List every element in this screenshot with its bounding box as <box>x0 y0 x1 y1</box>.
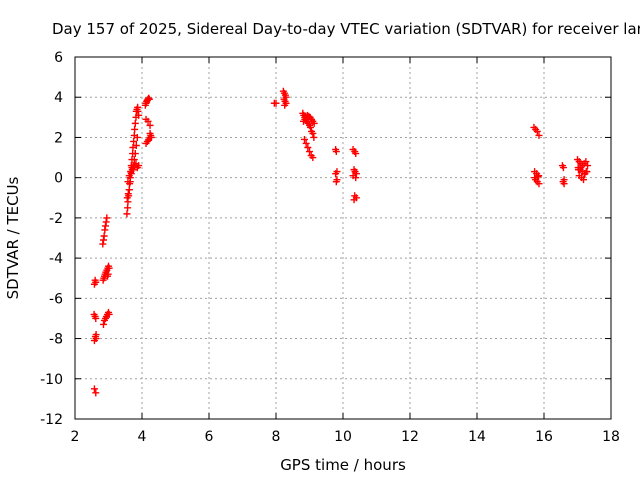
data-point <box>332 148 340 156</box>
x-tick-label: 8 <box>272 429 281 445</box>
data-point <box>100 232 108 240</box>
y-tick-label: 4 <box>54 90 63 106</box>
data-point <box>92 278 100 286</box>
data-point <box>129 166 137 174</box>
data-point <box>580 176 588 184</box>
data-point <box>103 214 111 222</box>
data-point <box>577 164 585 172</box>
data-point <box>144 117 152 125</box>
data-point <box>310 133 318 141</box>
y-tick-label: -4 <box>49 251 63 267</box>
data-point <box>310 119 318 127</box>
x-axis-label: GPS time / hours <box>280 456 406 474</box>
data-point <box>132 141 140 149</box>
data-point <box>332 170 340 178</box>
data-point <box>92 314 100 322</box>
data-point <box>535 131 543 139</box>
data-point <box>99 320 107 328</box>
x-tick-label: 2 <box>71 429 80 445</box>
y-tick-label: -10 <box>40 372 63 388</box>
data-point <box>133 133 141 141</box>
x-tick-label: 4 <box>138 429 147 445</box>
x-tick-label: 6 <box>205 429 214 445</box>
data-point <box>309 129 317 137</box>
y-tick-label: 6 <box>54 50 63 66</box>
data-point <box>146 121 154 129</box>
y-tick-label: -2 <box>49 211 63 227</box>
x-tick-label: 10 <box>334 429 352 445</box>
axis-ticks: 2 4 6 8 10 12 14 16 18 -12 -10 -8 -6 -4 -2 0 2 4 6 <box>40 50 620 445</box>
data-point <box>304 144 312 151</box>
data-point <box>135 162 143 170</box>
data-point <box>131 119 139 127</box>
x-tick-label: 18 <box>602 429 620 445</box>
data-point <box>130 137 138 145</box>
data-point <box>92 389 100 397</box>
data-points <box>90 87 592 397</box>
data-point <box>560 180 568 188</box>
data-point <box>535 180 543 188</box>
data-point <box>272 99 280 107</box>
data-point <box>125 172 133 180</box>
data-point <box>281 101 289 109</box>
x-tick-label: 12 <box>401 429 419 445</box>
data-point <box>105 310 113 318</box>
data-point <box>307 123 315 131</box>
data-point <box>135 111 143 119</box>
data-point <box>130 156 138 164</box>
y-axis-label: SDTVAR / TECUs <box>4 176 22 299</box>
data-point <box>123 210 131 218</box>
y-tick-label: 2 <box>54 130 63 146</box>
data-point <box>131 125 139 133</box>
chart-title: Day 157 of 2025, Sidereal Day-to-day VTE… <box>52 20 640 38</box>
data-point <box>306 148 313 156</box>
data-point <box>533 127 541 135</box>
data-point <box>332 178 340 186</box>
data-point <box>125 186 133 194</box>
data-point <box>559 164 567 172</box>
data-point <box>584 162 592 170</box>
data-point <box>350 196 358 204</box>
data-point <box>105 264 113 272</box>
data-point <box>124 190 132 198</box>
data-point <box>146 133 154 141</box>
y-tick-label: -12 <box>40 412 63 428</box>
data-point <box>583 168 591 176</box>
y-tick-label: -8 <box>49 332 63 348</box>
x-tick-label: 16 <box>535 429 553 445</box>
data-point <box>534 173 542 181</box>
data-point <box>302 139 310 147</box>
y-tick-label: -6 <box>49 291 63 307</box>
data-point <box>582 158 590 166</box>
data-point <box>123 194 131 202</box>
x-tick-label: 14 <box>468 429 486 445</box>
data-point <box>131 150 139 158</box>
data-point <box>309 154 317 162</box>
data-point <box>300 135 308 143</box>
data-point <box>145 95 153 103</box>
data-point <box>531 174 539 182</box>
data-point <box>124 204 132 212</box>
data-point <box>352 174 360 182</box>
grid-lines <box>75 57 611 419</box>
data-point <box>352 150 360 158</box>
y-tick-label: 0 <box>54 171 63 187</box>
data-point <box>92 335 100 343</box>
data-point <box>124 178 132 186</box>
data-point <box>90 385 98 393</box>
